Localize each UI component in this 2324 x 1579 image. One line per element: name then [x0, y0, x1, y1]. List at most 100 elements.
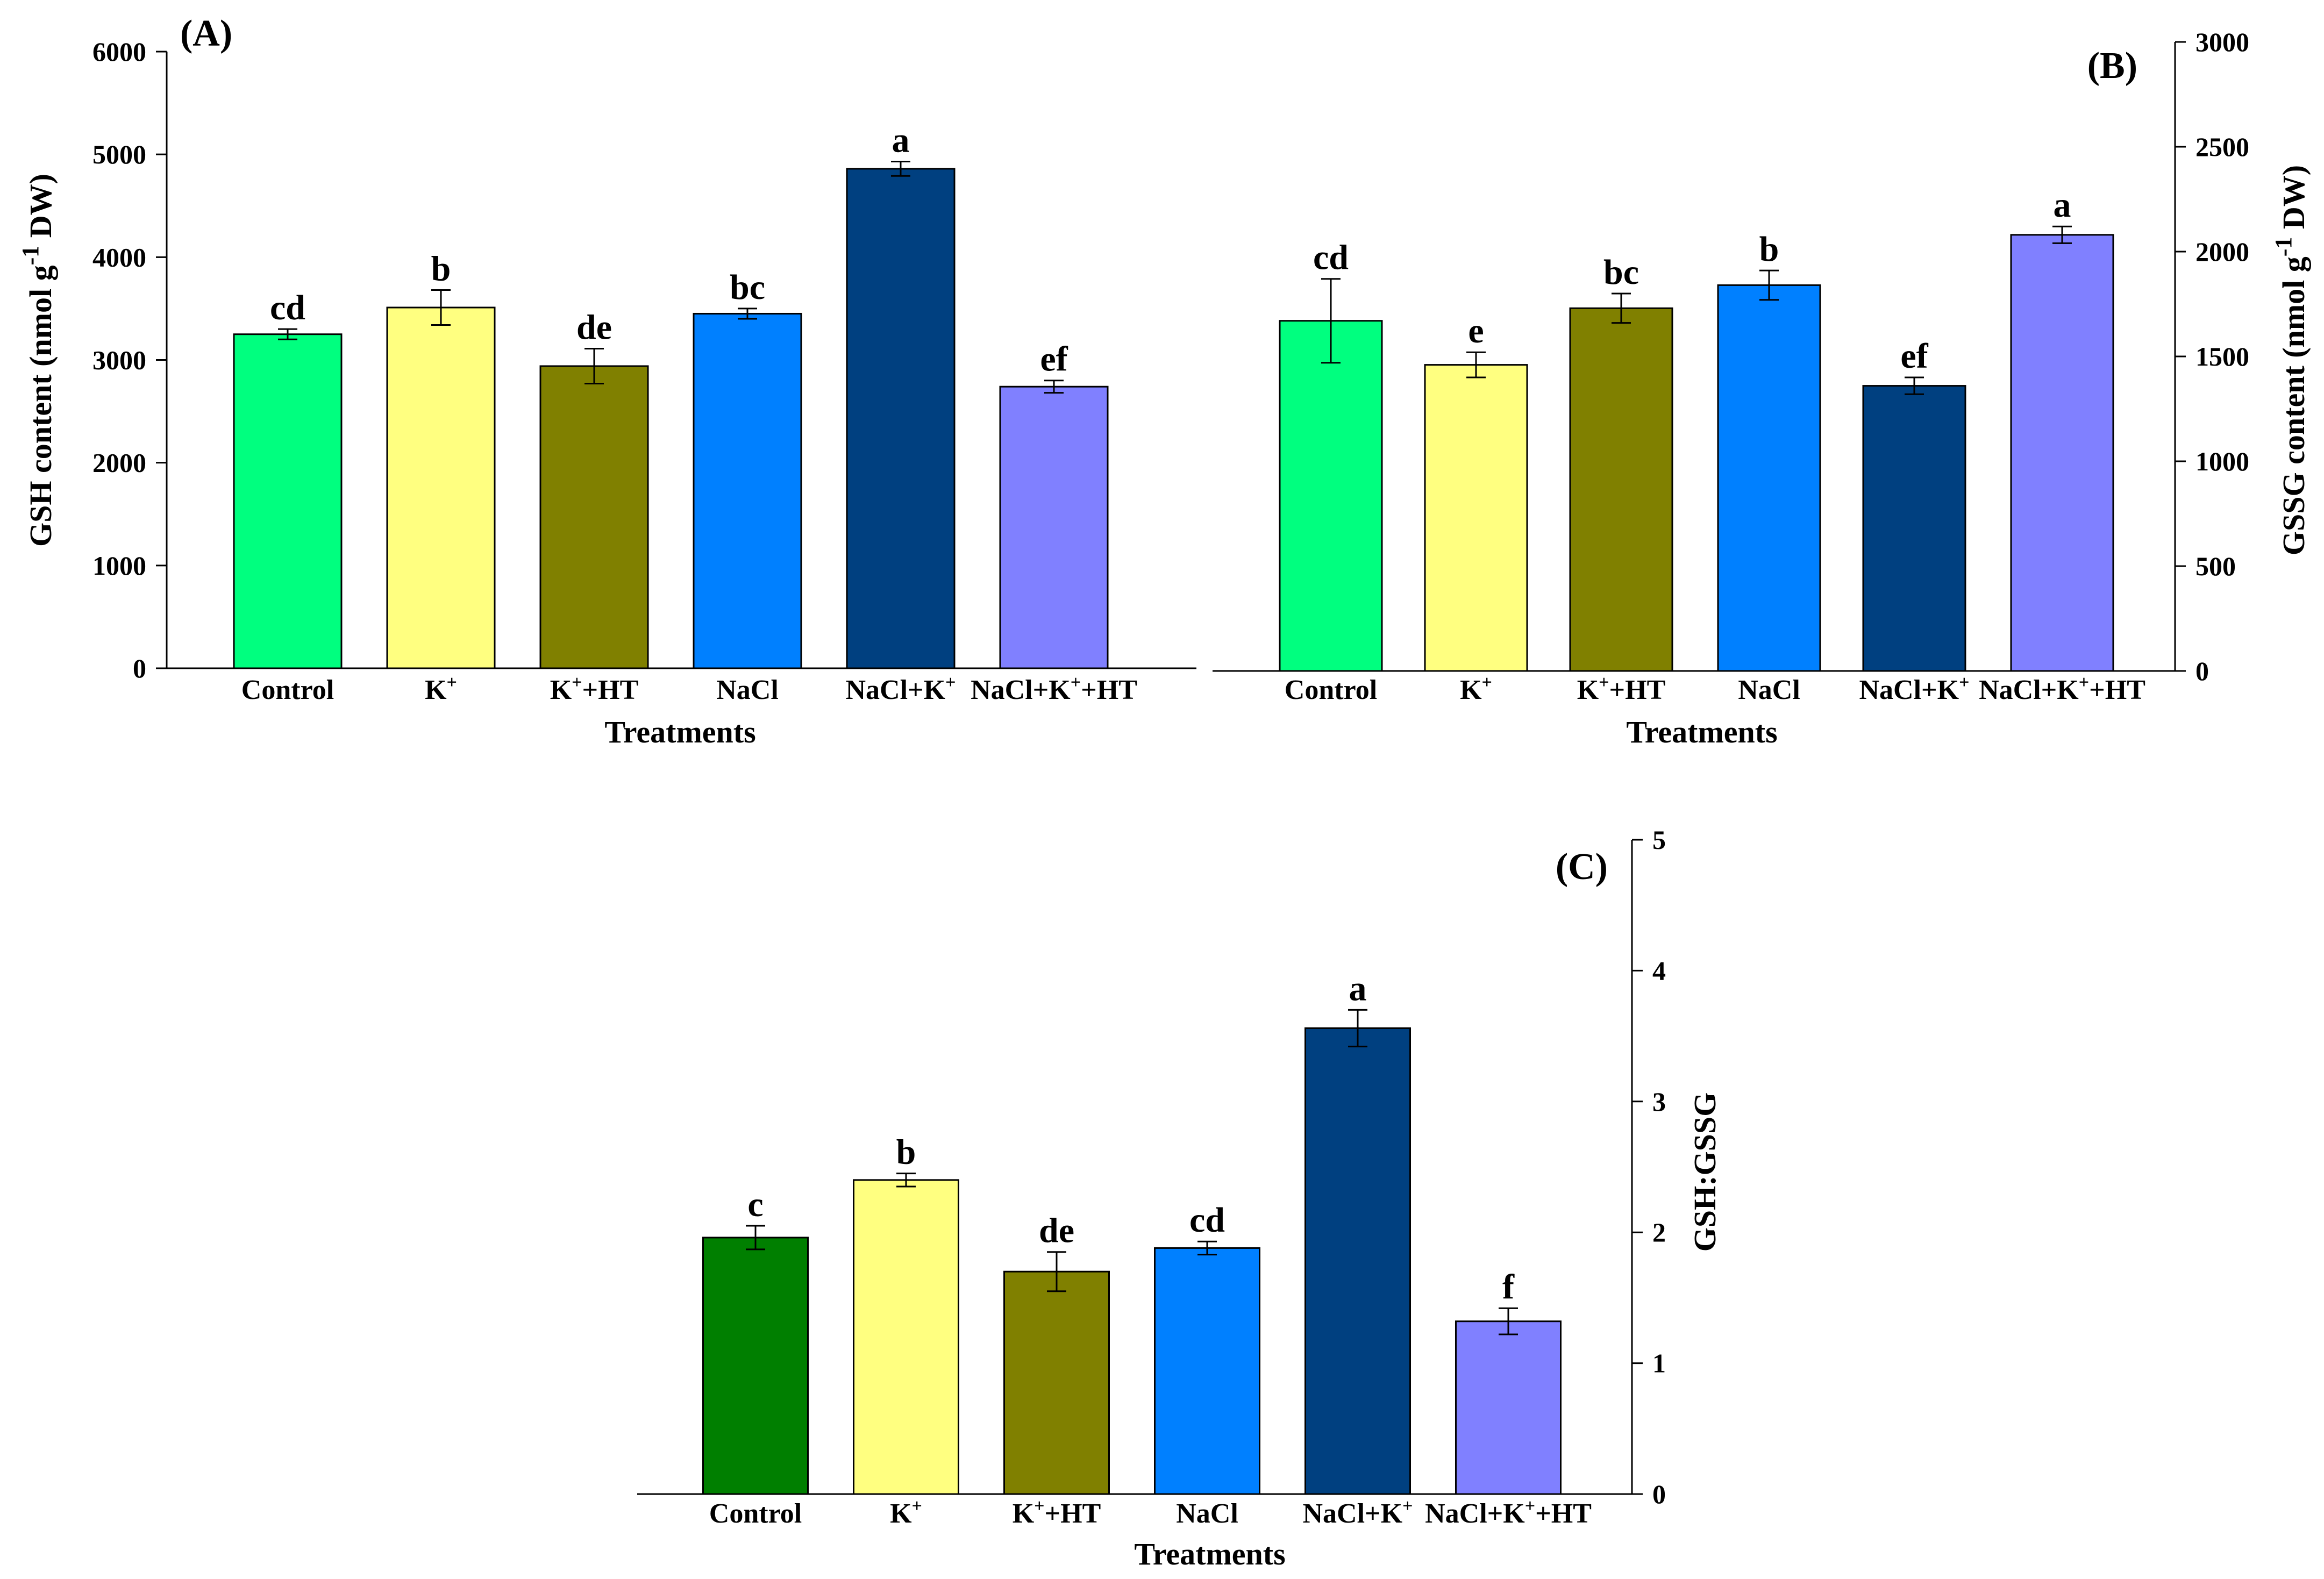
panel-a-category-label-3: NaCl	[716, 675, 779, 705]
panel-a-bar-3	[693, 312, 802, 669]
panel-c-y-tick-label-2: 2	[1652, 1217, 1666, 1247]
panel-a-significance-letter-5: ef	[1040, 340, 1068, 379]
panel-c-significance-letter-0: c	[747, 1185, 763, 1224]
panel-a-significance-letter-1: b	[431, 249, 451, 289]
panel-b-category-label-3: NaCl	[1738, 675, 1800, 705]
panel-a-y-tick-label-6: 6000	[92, 37, 146, 67]
panel-b-gssg-chart: cd Control e K+ bc K++HT b NaCl ef NaCl+K+ a NaCl+K…	[1213, 27, 2311, 749]
panel-b-y-tick-label-4: 2000	[2195, 237, 2249, 267]
panel-c-bar-3	[1154, 1247, 1260, 1495]
panel-c-error-bar-4	[1348, 1009, 1367, 1048]
panel-c-y-tick-label-4: 4	[1652, 955, 1666, 985]
panel-b-bar-3	[1717, 284, 1821, 672]
panel-c-error-bar-2	[1047, 1251, 1066, 1292]
panel-b-error-bar-4	[1905, 376, 1924, 395]
panel-a-y-tick-label-0: 0	[133, 653, 146, 683]
panel-a-significance-letter-3: bc	[730, 268, 765, 307]
panel-c-category-label-2: K++HT	[1013, 1496, 1101, 1529]
panel-b-significance-letter-1: e	[1468, 311, 1484, 351]
panel-b-y-tick-label-2: 1000	[2195, 446, 2249, 476]
panel-c-y-axis-title: GSH:GSSG	[1687, 1092, 1722, 1252]
panel-c-category-label-1: K+	[890, 1496, 922, 1529]
panel-b-bar-0	[1279, 320, 1383, 672]
panel-c-bar-2	[1003, 1270, 1110, 1495]
panel-b-bar-4	[1862, 385, 1966, 672]
panel-c-y-tick-label-5: 5	[1652, 825, 1666, 855]
panel-a-significance-letter-4: a	[892, 121, 910, 160]
panel-b-y-axis-title: GSSG content (nmol g-1 DW)	[2270, 165, 2311, 555]
panel-b-bar-2	[1569, 307, 1673, 672]
panel-a-y-tick-label-5: 5000	[92, 139, 146, 169]
panel-b-category-label-2: K++HT	[1577, 673, 1666, 705]
panel-b-y-tick-label-3: 1500	[2195, 341, 2249, 371]
panel-a-bar-2	[539, 365, 649, 669]
panel-c-bar-5	[1455, 1320, 1562, 1495]
panel-b-label: (B)	[2087, 45, 2137, 87]
panel-c-bar-4	[1304, 1027, 1411, 1495]
panel-c-error-bar-0	[746, 1225, 765, 1251]
panel-b-category-label-0: Control	[1285, 675, 1377, 705]
panel-b-significance-letter-4: ef	[1900, 337, 1928, 376]
panel-a-label: (A)	[180, 13, 232, 54]
panel-b-x-axis-title: Treatments	[1626, 715, 1777, 749]
panel-b-y-tick-label-1: 500	[2195, 551, 2236, 581]
panel-b-category-label-1: K+	[1460, 673, 1492, 705]
panel-c-y-tick-label-1: 1	[1652, 1348, 1666, 1378]
panel-b-y-tick-label-0: 0	[2195, 656, 2209, 686]
panel-c-significance-letter-5: f	[1502, 1267, 1515, 1306]
panel-c-significance-letter-3: cd	[1189, 1201, 1225, 1240]
panel-c-significance-letter-2: de	[1039, 1211, 1074, 1251]
panel-b-significance-letter-3: b	[1759, 230, 1779, 269]
panel-a-bar-0	[233, 333, 343, 669]
panel-b-category-label-4: NaCl+K+	[1859, 673, 1969, 705]
panel-c-significance-letter-4: a	[1349, 969, 1367, 1008]
panel-c-significance-letter-1: b	[896, 1133, 916, 1172]
panel-a-y-tick-label-2: 2000	[92, 448, 146, 478]
panel-a-y-tick-label-3: 3000	[92, 345, 146, 375]
panel-a-error-bar-2	[584, 347, 604, 384]
panel-a-category-label-0: Control	[241, 675, 334, 705]
panel-c-label: (C)	[1556, 846, 1608, 888]
panel-b-error-bar-1	[1466, 351, 1486, 378]
panel-c-bar-0	[702, 1237, 809, 1495]
panel-b-error-bar-2	[1612, 292, 1631, 324]
panel-a-significance-letter-0: cd	[270, 288, 305, 327]
panel-b-significance-letter-5: a	[2054, 185, 2071, 225]
panel-c-category-label-4: NaCl+K+	[1302, 1496, 1413, 1529]
panel-a-error-bar-3	[738, 308, 757, 320]
panel-a-category-label-1: K+	[425, 673, 457, 705]
panel-b-error-bar-3	[1759, 269, 1779, 301]
panel-b-error-bar-0	[1321, 278, 1341, 364]
panel-b-category-label-5: NaCl+K++HT	[1979, 673, 2145, 705]
panel-c-category-label-0: Control	[709, 1498, 802, 1529]
panel-c-ratio-chart: c Control b K+ de K++HT cd NaCl a NaCl+K+ f NaCl+K+…	[637, 825, 1722, 1571]
panel-a-y-tick-label-1: 1000	[92, 551, 146, 581]
panel-a-y-axis-title: GSH content (nmol g-1 DW)	[17, 174, 58, 547]
panel-c-y-tick-label-0: 0	[1652, 1479, 1666, 1509]
panel-b-significance-letter-0: cd	[1313, 238, 1349, 277]
panel-b-bar-1	[1424, 364, 1528, 672]
panel-a-error-bar-4	[891, 161, 910, 177]
panel-a-bar-5	[999, 385, 1109, 669]
panel-a-error-bar-5	[1044, 380, 1064, 394]
panel-b-y-tick-label-5: 2500	[2195, 132, 2249, 162]
panel-c-error-bar-5	[1499, 1307, 1518, 1335]
panel-b-bar-5	[2010, 234, 2114, 672]
panel-c-category-label-3: NaCl	[1176, 1498, 1238, 1529]
panel-a-error-bar-1	[431, 289, 451, 326]
panel-c-x-axis-title: Treatments	[1134, 1537, 1285, 1571]
panel-c-y-tick-label-3: 3	[1652, 1087, 1666, 1117]
panel-a-bar-1	[386, 306, 496, 669]
panel-c-error-bar-1	[896, 1173, 916, 1188]
panel-a-category-label-4: NaCl+K+	[845, 673, 956, 705]
panel-a-category-label-5: NaCl+K++HT	[971, 673, 1137, 705]
panel-a-x-axis-title: Treatments	[604, 715, 755, 749]
panel-c-category-label-5: NaCl+K++HT	[1425, 1496, 1592, 1529]
panel-a-significance-letter-2: de	[576, 308, 612, 347]
panel-a-category-label-2: K++HT	[550, 673, 639, 705]
panel-b-y-tick-label-6: 3000	[2195, 27, 2249, 57]
panel-a-gsh-chart: cd Control b K+ de K++HT bc NaCl a NaCl+K+ ef NaCl+…	[17, 13, 1196, 749]
panel-a-y-tick-label-4: 4000	[92, 242, 146, 272]
panel-b-significance-letter-2: bc	[1603, 253, 1639, 292]
